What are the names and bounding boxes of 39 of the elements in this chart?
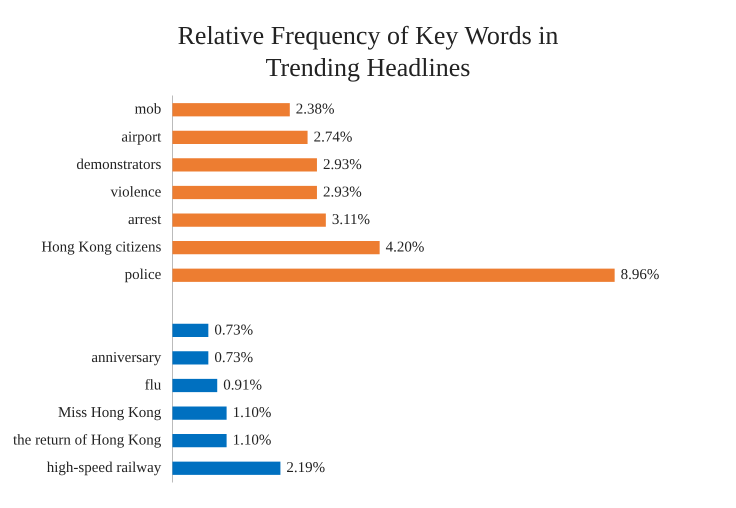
y-tick-label: the return of Hong Kong [12,432,162,449]
bar [172,351,208,365]
y-tick-label: police [124,267,162,284]
data-label: 1.10% [232,432,272,449]
y-tick-label: anniversary [91,350,162,366]
data-label: 8.96% [620,267,660,284]
y-tick-label: arrest [128,212,162,228]
data-label: 1.10% [232,405,272,422]
bar [172,241,380,254]
data-label: 2.38% [296,102,335,118]
bar [172,158,317,172]
data-label: 3.11% [332,212,370,228]
bar [172,103,290,116]
bar [172,378,218,392]
y-tick-label: Hong Kong citizens [41,240,162,256]
y-tick-label: flu [144,377,162,394]
data-label: 0.73% [214,350,254,366]
y-tick-label: demonstrators [76,156,162,173]
data-label: 4.20% [386,240,424,256]
bar [172,324,208,337]
y-tick-label: high-speed railway [46,460,162,476]
bar [172,434,227,448]
data-label: 2.93% [322,184,362,200]
y-tick-label: mob [134,102,162,118]
y-tick-label: airport [121,129,162,146]
chart-title: Relative Frequency of Key Words in Trending Headlines [176,20,560,84]
bar [172,186,317,200]
data-label: 0.91% [223,377,262,394]
bar [172,462,280,475]
data-label: 2.74% [314,129,352,146]
bar [172,130,308,144]
data-label: 0.73% [214,322,254,338]
data-label: 2.19% [286,460,326,476]
bar [172,406,227,420]
bar [172,213,326,227]
data-label: 2.93% [322,156,362,173]
bar [172,268,615,282]
y-tick-label: Miss Hong Kong [58,405,162,422]
y-tick-label: violence [110,184,162,200]
